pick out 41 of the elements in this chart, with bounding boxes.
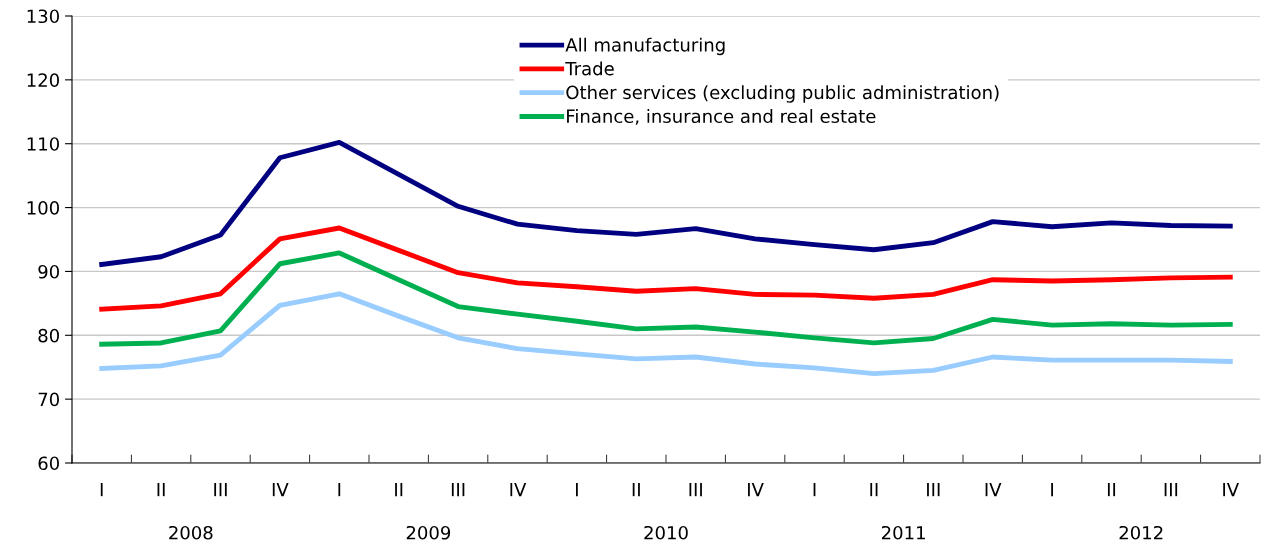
x-tick-label: IV: [748, 483, 764, 497]
text: 2009: [406, 525, 451, 540]
line-series: [99, 291, 1233, 377]
line-series: [99, 140, 1233, 267]
x-tick-label: III: [451, 483, 465, 497]
line-series: [99, 250, 1233, 347]
x-tick-label: IV: [985, 483, 1002, 497]
y-tick-label: 110: [27, 137, 59, 151]
y-tick-label: 130: [27, 9, 59, 24]
x-tick-label: III: [689, 483, 702, 497]
x-tick-label: II: [632, 483, 640, 497]
text: 2008: [169, 525, 213, 540]
y-tick-label: 80: [38, 328, 59, 343]
text: 2012: [1119, 525, 1163, 540]
text: 2011: [881, 525, 925, 540]
x-tick-label: IV: [272, 483, 289, 497]
x-tick-label: I: [100, 483, 103, 497]
x-tick-label: III: [1164, 483, 1178, 497]
x-tick-label: I: [338, 483, 341, 497]
y-tick-label: 120: [27, 73, 59, 87]
x-tick-label: I: [1051, 483, 1053, 497]
y-tick-label: 70: [38, 392, 59, 407]
x-tick-label: I: [813, 483, 816, 497]
y-tick-label: 100: [27, 201, 59, 215]
text: 2010: [644, 525, 688, 540]
x-tick-label: III: [214, 483, 227, 497]
x-tick-label: II: [870, 483, 878, 497]
x-tick-label: II: [1107, 483, 1116, 497]
x-tick-label: IV: [510, 483, 527, 497]
legend-label: All manufacturing: [565, 37, 725, 56]
legend-label: Trade: [565, 61, 614, 76]
x-tick-label: I: [576, 483, 578, 497]
y-tick-label: 60: [38, 456, 59, 471]
x-tick-label: II: [395, 483, 403, 497]
x-tick-label: II: [157, 483, 165, 497]
line-series: [99, 225, 1233, 312]
x-tick-label: IV: [1223, 483, 1239, 497]
x-tick-label: III: [927, 483, 940, 497]
legend-label: Finance, insurance and real estate: [567, 109, 876, 125]
legend-label: Other services (excluding public administration): [566, 85, 999, 103]
y-tick-label: 90: [38, 264, 59, 279]
